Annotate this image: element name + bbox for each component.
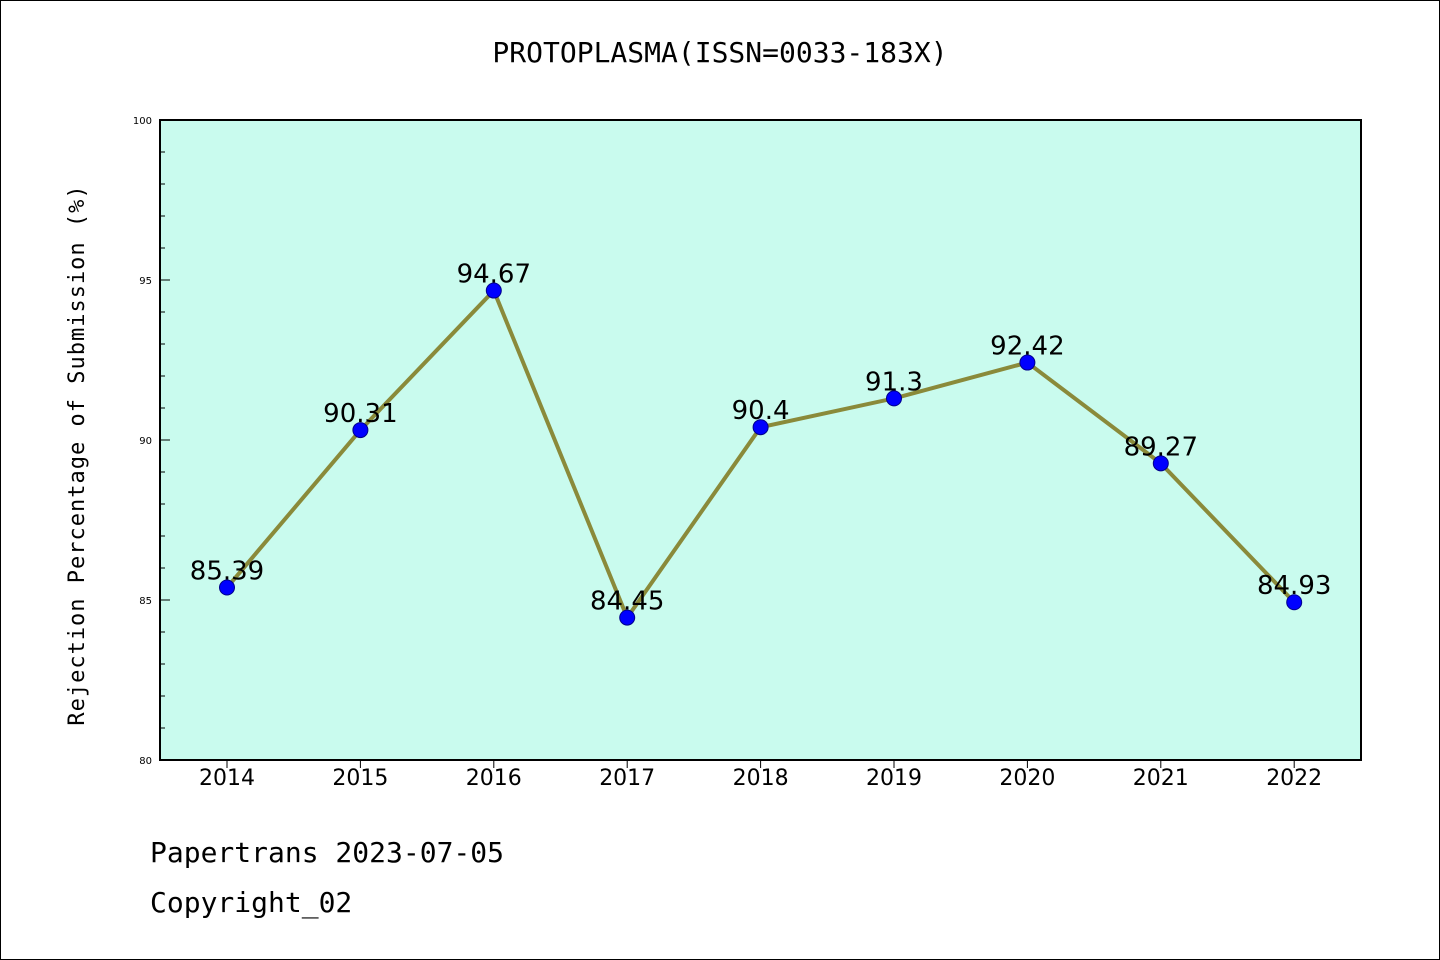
- data-label: 91.3: [865, 367, 923, 397]
- data-point-marker: [752, 419, 769, 436]
- data-markers: [219, 282, 1303, 626]
- data-point-marker: [1019, 354, 1036, 371]
- x-tick-label: 2015: [332, 766, 388, 791]
- x-tick-label: 2014: [199, 766, 255, 791]
- data-label: 84.45: [590, 587, 664, 617]
- x-tick-label: 2017: [599, 766, 655, 791]
- data-point-marker: [219, 579, 235, 596]
- y-tick-label: 95: [139, 276, 152, 287]
- x-tick-label: 2022: [1266, 766, 1322, 791]
- footer-papertrans: Papertrans 2023-07-05: [150, 836, 505, 869]
- footer-copyright: Copyright_02: [150, 886, 353, 919]
- data-point-marker: [886, 390, 902, 407]
- chart-title: PROTOPLASMA(ISSN=0033-183X): [492, 36, 948, 69]
- data-label: 90.4: [732, 396, 790, 426]
- x-tick-label: 2021: [1133, 766, 1189, 791]
- x-tick-label: 2016: [466, 766, 522, 791]
- data-point-marker: [352, 422, 369, 439]
- y-tick-label: 85: [139, 596, 152, 607]
- data-label: 89.27: [1124, 432, 1198, 462]
- data-label: 84.93: [1257, 571, 1331, 601]
- data-point-marker: [619, 609, 636, 626]
- data-label: 85.39: [190, 557, 264, 587]
- y-axis-ticks: 80 85 90 95 100: [133, 116, 170, 767]
- x-tick-label: 2019: [866, 766, 922, 791]
- data-label: 94.67: [457, 260, 531, 290]
- data-point-marker: [485, 282, 502, 299]
- x-tick-label: 2018: [733, 766, 789, 791]
- plot-area: [159, 119, 1362, 761]
- data-point-marker: [1152, 455, 1169, 472]
- x-axis-ticks: 2014 2015 2016 2017 2018 2019 2020 2021 2022: [199, 760, 1322, 791]
- data-point-marker: [1286, 594, 1303, 611]
- y-tick-label: 100: [133, 116, 152, 127]
- data-labels: 85.39 90.31 94.67 84.45 90.4 91.3 92.42 89.27 84…: [190, 260, 1332, 617]
- data-label: 90.31: [323, 399, 397, 429]
- y-tick-label: 90: [139, 436, 152, 447]
- data-label: 92.42: [990, 332, 1064, 362]
- y-axis-label: Rejection Percentage of Submission (%): [65, 184, 90, 725]
- x-tick-label: 2020: [999, 766, 1055, 791]
- y-tick-label: 80: [139, 756, 152, 767]
